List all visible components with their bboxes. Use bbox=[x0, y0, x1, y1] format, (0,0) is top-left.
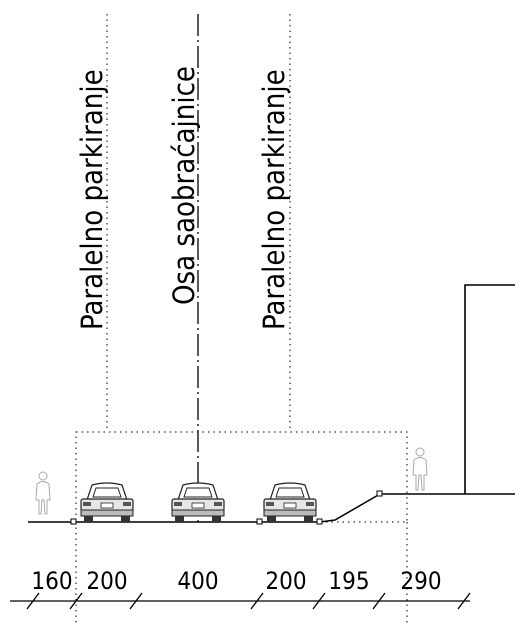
pedestrian-left bbox=[35, 471, 51, 515]
dim-sidewalk-left: 160 bbox=[31, 567, 72, 595]
ground-profile bbox=[28, 493, 515, 523]
dim-parking-right: 200 bbox=[265, 567, 306, 595]
building-outline bbox=[464, 284, 515, 494]
dimension-ticks bbox=[26, 592, 471, 610]
car-left bbox=[80, 482, 134, 522]
dim-sidewalk-right: 290 bbox=[400, 567, 441, 595]
right-parking-label: Paralelno parkiranje bbox=[257, 69, 291, 330]
pedestrian-right bbox=[412, 447, 428, 491]
car-right bbox=[263, 482, 317, 522]
street-boundary-box bbox=[75, 431, 408, 523]
curb-markers bbox=[70, 490, 383, 525]
dim-slope: 195 bbox=[328, 567, 369, 595]
car-center bbox=[171, 482, 225, 522]
dim-roadway: 400 bbox=[177, 567, 218, 595]
dim-parking-left: 200 bbox=[86, 567, 127, 595]
axis-label: Osa saobraćajnice bbox=[167, 66, 201, 305]
parking-guide-lines bbox=[75, 14, 408, 625]
left-parking-label: Paralelno parkiranje bbox=[75, 69, 109, 330]
